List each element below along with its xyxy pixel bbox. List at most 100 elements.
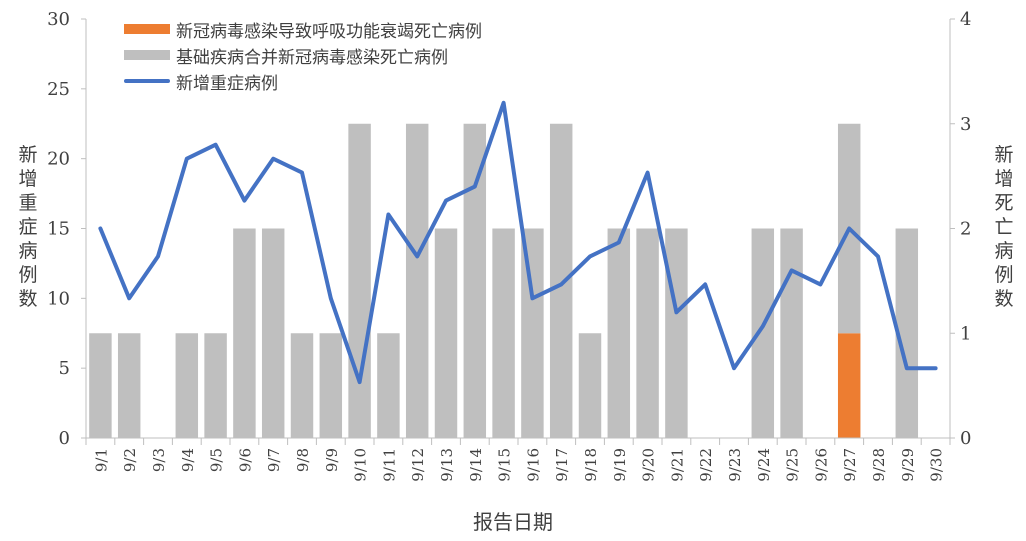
- x-tick-label-20: 9/20: [640, 448, 658, 482]
- legend-swatch-orange: [124, 24, 170, 34]
- x-tick-label-12: 9/12: [409, 448, 427, 482]
- bar-comorbidity-10: [348, 123, 371, 438]
- x-tick-label-1: 9/1: [92, 448, 110, 472]
- bar-comorbidity-4: [175, 333, 199, 438]
- x-tick-label-14: 9/14: [467, 448, 485, 482]
- bar-comorbidity-29: [895, 228, 919, 438]
- line-point-27: [847, 227, 851, 230]
- bar-comorbidity-6: [233, 228, 256, 438]
- legend-label-respiratory-deaths: 新冠病毒感染导致呼吸功能衰竭死亡病例: [176, 21, 482, 42]
- bar-comorbidity-21: [665, 228, 688, 438]
- line-point-24: [761, 324, 765, 328]
- x-tick-label-4: 9/4: [179, 448, 197, 472]
- bar-comorbidity-18: [578, 333, 602, 438]
- line-point-7: [271, 157, 275, 161]
- x-tick-label-27: 9/27: [841, 448, 859, 482]
- x-tick-label-8: 9/8: [294, 448, 312, 472]
- y-axis-right-title: 新增死亡病例数: [994, 144, 1014, 310]
- bar-comorbidity-7: [261, 228, 285, 438]
- y-right-tick-label-4: 4: [960, 9, 971, 30]
- legend-label-comorbidity-deaths: 基础疾病合并新冠病毒感染死亡病例: [176, 47, 448, 68]
- bar-comorbidity-17: [549, 123, 573, 438]
- line-point-5: [214, 143, 218, 147]
- x-tick-label-25: 9/25: [784, 448, 802, 482]
- line-point-22: [703, 282, 707, 286]
- bar-comorbidity-1: [89, 333, 112, 438]
- y-left-tick-label-10: 10: [47, 288, 70, 309]
- y-right-tick-label-1: 1: [960, 323, 971, 344]
- y-right-tick-label-2: 2: [960, 219, 971, 240]
- x-tick-label-2: 9/2: [121, 448, 139, 472]
- y-left-tick-label-5: 5: [59, 358, 70, 379]
- x-tick-label-7: 9/7: [265, 448, 283, 472]
- legend-item-respiratory-deaths: 新冠病毒感染导致呼吸功能衰竭死亡病例: [124, 16, 482, 42]
- x-tick-label-23: 9/23: [726, 448, 744, 482]
- bar-comorbidity-14: [463, 123, 487, 438]
- bar-comorbidity-19: [607, 228, 631, 438]
- x-tick-label-3: 9/3: [150, 448, 168, 472]
- legend: 新冠病毒感染导致呼吸功能衰竭死亡病例 基础疾病合并新冠病毒感染死亡病例 新增重症…: [124, 16, 482, 94]
- legend-item-comorbidity-deaths: 基础疾病合并新冠病毒感染死亡病例: [124, 42, 482, 68]
- legend-swatch-gray: [124, 50, 170, 60]
- line-point-21: [674, 310, 678, 314]
- y-right-tick-label-0: 0: [960, 428, 971, 449]
- line-point-13: [444, 199, 448, 203]
- bar-comorbidity-2: [117, 333, 141, 438]
- x-tick-label-10: 9/10: [352, 448, 370, 482]
- bar-respiratory-27: [837, 333, 861, 438]
- bar-comorbidity-12: [405, 123, 429, 438]
- x-tick-label-24: 9/24: [755, 448, 773, 482]
- x-tick-label-18: 9/18: [582, 448, 600, 482]
- x-tick-label-16: 9/16: [524, 448, 542, 482]
- bar-comorbidity-9: [319, 333, 343, 438]
- legend-item-severe-cases: 新增重症病例: [124, 68, 482, 94]
- line-point-20: [646, 171, 650, 175]
- bar-comorbidity-13: [434, 228, 458, 438]
- y-left-tick-label-15: 15: [47, 219, 70, 240]
- line-point-14: [473, 185, 477, 189]
- line-point-26: [818, 282, 822, 286]
- line-point-29: [905, 366, 909, 370]
- line-point-3: [156, 254, 160, 258]
- x-tick-label-26: 9/26: [812, 448, 830, 482]
- line-point-16: [530, 296, 534, 300]
- series-line-severe-cases: [98, 100, 938, 385]
- y-left-tick-label-30: 30: [47, 9, 70, 30]
- line-point-6: [242, 199, 246, 203]
- bar-comorbidity-5: [204, 333, 227, 438]
- x-tick-label-15: 9/15: [496, 448, 514, 482]
- line-point-17: [559, 282, 563, 286]
- bar-comorbidity-20: [636, 228, 659, 438]
- line-point-19: [617, 240, 621, 244]
- line-point-15: [502, 101, 506, 105]
- bar-comorbidity-15: [492, 228, 515, 438]
- line-point-25: [790, 268, 794, 272]
- bar-comorbidity-24: [751, 228, 775, 438]
- line-point-2: [127, 296, 131, 300]
- y-right-tick-label-3: 3: [960, 114, 971, 135]
- line-point-18: [588, 254, 592, 258]
- line-point-10: [358, 380, 362, 384]
- x-tick-label-11: 9/11: [380, 448, 398, 482]
- x-tick-label-30: 9/30: [928, 448, 946, 482]
- bar-comorbidity-8: [290, 333, 314, 438]
- x-tick-label-21: 9/21: [668, 448, 686, 482]
- x-tick-label-19: 9/19: [611, 448, 629, 482]
- line-point-23: [732, 366, 736, 370]
- y-left-tick-label-20: 20: [47, 149, 70, 170]
- line-point-8: [300, 171, 304, 175]
- line-point-9: [329, 296, 333, 300]
- line-point-12: [415, 254, 419, 258]
- x-tick-label-5: 9/5: [208, 448, 226, 472]
- y-left-tick-label-0: 0: [59, 428, 70, 449]
- x-tick-label-6: 9/6: [236, 448, 254, 472]
- y-axis-left-title: 新增重症病例数: [18, 144, 38, 310]
- x-tick-label-29: 9/29: [899, 448, 917, 482]
- legend-label-severe-cases: 新增重症病例: [176, 73, 278, 94]
- x-tick-label-28: 9/28: [870, 448, 888, 482]
- x-tick-label-17: 9/17: [553, 448, 571, 482]
- legend-swatch-line: [124, 79, 170, 83]
- line-point-1: [98, 227, 102, 230]
- bar-comorbidity-11: [377, 333, 400, 438]
